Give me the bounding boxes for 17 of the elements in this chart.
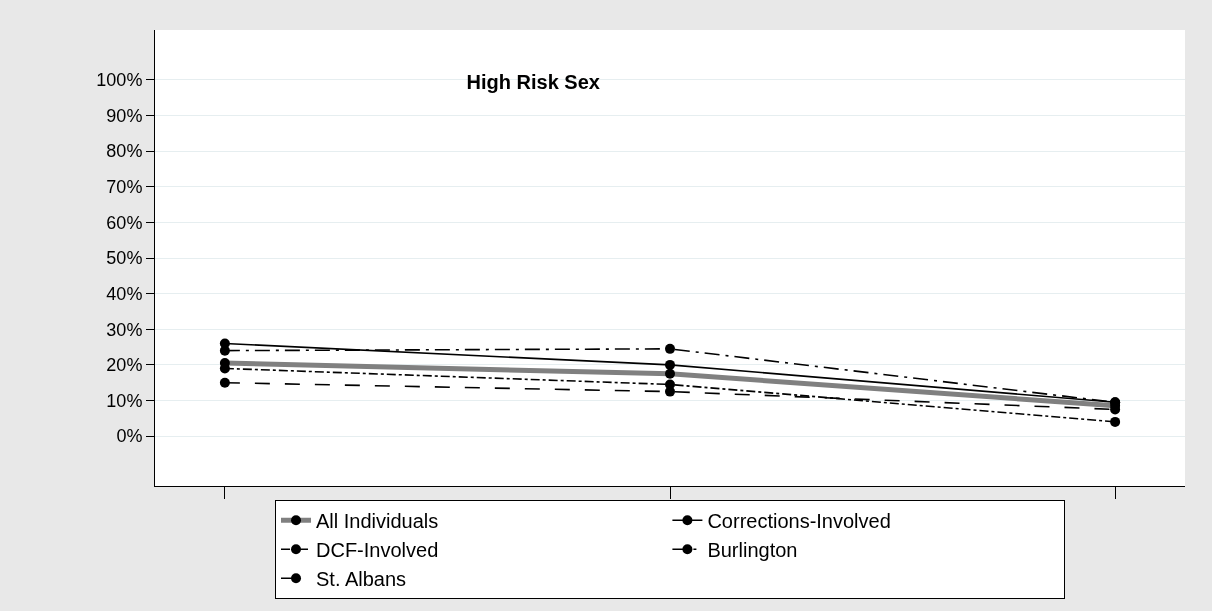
y-tick-label: 80% [106,141,143,162]
y-tick-label: 0% [116,426,143,447]
legend-label: Corrections-Involved [707,509,891,532]
y-tick-label: 20% [106,355,143,376]
legend-label: DCF-Involved [316,538,439,561]
legend-label: All Individuals [316,509,439,532]
legend-label: St. Albans [316,567,407,590]
text: High Risk Sex [466,71,600,93]
y-tick-label: 90% [106,105,143,126]
y-tick-label: 50% [106,248,143,269]
y-tick-label: 70% [106,177,143,198]
y-tick-label: 40% [106,283,143,304]
y-tick-label: 100% [96,70,143,91]
y-tick-label: 10% [106,390,143,411]
legend-label: Burlington [707,538,798,561]
y-tick-label: 60% [106,212,143,233]
y-tick-label: 30% [106,319,143,340]
